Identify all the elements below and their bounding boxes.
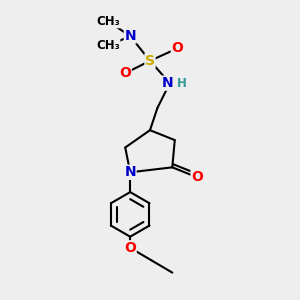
Text: O: O — [191, 170, 203, 184]
Text: CH₃: CH₃ — [96, 40, 120, 52]
Text: H: H — [177, 76, 187, 90]
Text: N: N — [124, 29, 136, 43]
Text: CH₃: CH₃ — [96, 15, 120, 28]
Text: O: O — [124, 241, 136, 255]
Text: N: N — [161, 76, 173, 90]
Text: S: S — [145, 54, 155, 68]
Text: O: O — [119, 66, 131, 80]
Text: N: N — [124, 165, 136, 179]
Text: O: O — [171, 41, 183, 56]
